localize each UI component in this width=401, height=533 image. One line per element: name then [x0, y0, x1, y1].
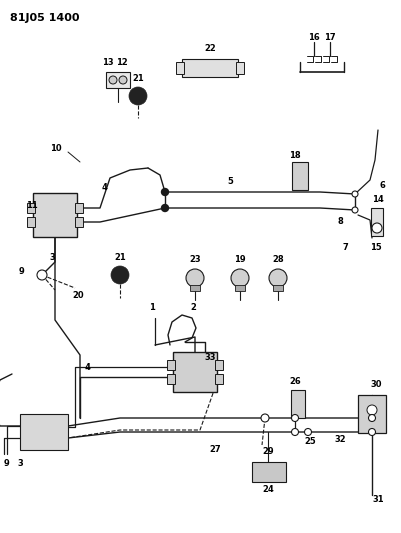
Bar	[215, 374, 223, 384]
Text: 22: 22	[204, 44, 215, 52]
Text: 4: 4	[85, 364, 91, 373]
Bar	[166, 374, 174, 384]
Circle shape	[161, 189, 168, 196]
Text: 3: 3	[17, 459, 23, 469]
Bar	[251, 462, 285, 482]
Bar	[166, 360, 174, 370]
Text: 21: 21	[132, 74, 144, 83]
Bar	[172, 352, 217, 392]
Circle shape	[37, 270, 47, 280]
Bar	[20, 414, 68, 450]
Text: 13: 13	[102, 58, 113, 67]
Text: 25: 25	[304, 438, 315, 447]
Text: 81J05 1400: 81J05 1400	[10, 13, 79, 23]
Text: 23: 23	[189, 255, 200, 264]
Circle shape	[291, 429, 298, 435]
Text: 9: 9	[4, 459, 10, 469]
Circle shape	[260, 414, 268, 422]
Text: 24: 24	[261, 486, 273, 495]
Text: 5: 5	[227, 177, 232, 187]
Text: 31: 31	[371, 496, 383, 505]
Bar	[106, 72, 130, 88]
Text: 3: 3	[49, 254, 55, 262]
Circle shape	[161, 205, 168, 212]
Text: 16: 16	[307, 33, 319, 42]
Text: 1: 1	[149, 303, 154, 312]
Text: 15: 15	[369, 244, 381, 253]
Text: 8: 8	[336, 217, 342, 227]
Circle shape	[351, 207, 357, 213]
Circle shape	[371, 223, 381, 233]
Bar	[235, 285, 244, 291]
Text: 19: 19	[234, 255, 245, 264]
Text: 26: 26	[288, 377, 300, 386]
Circle shape	[368, 415, 375, 422]
Text: 29: 29	[261, 448, 273, 456]
Text: 32: 32	[333, 435, 345, 445]
Text: 21: 21	[114, 254, 126, 262]
Text: 28: 28	[271, 255, 283, 264]
Circle shape	[186, 269, 203, 287]
Circle shape	[304, 429, 311, 435]
Bar	[27, 217, 35, 227]
Bar	[291, 162, 307, 190]
Text: 9: 9	[19, 268, 25, 277]
Bar	[75, 217, 83, 227]
Bar	[27, 203, 35, 213]
Bar	[272, 285, 282, 291]
Circle shape	[368, 429, 375, 435]
Circle shape	[119, 76, 127, 84]
Circle shape	[129, 87, 147, 105]
Text: 4: 4	[102, 183, 108, 192]
Circle shape	[111, 266, 129, 284]
Bar	[290, 390, 304, 418]
Bar	[370, 208, 382, 236]
Text: 17: 17	[323, 33, 335, 42]
Text: 18: 18	[288, 150, 300, 159]
Text: 20: 20	[72, 290, 83, 300]
Bar	[215, 360, 223, 370]
Bar	[75, 203, 83, 213]
Bar	[190, 285, 200, 291]
Circle shape	[291, 415, 298, 422]
Text: 14: 14	[371, 196, 383, 205]
Text: 10: 10	[50, 143, 62, 152]
Text: 11: 11	[26, 200, 38, 209]
Text: 7: 7	[341, 244, 347, 253]
Bar	[357, 395, 385, 433]
Bar	[33, 193, 77, 237]
Circle shape	[109, 76, 117, 84]
Bar	[235, 62, 243, 74]
Text: 2: 2	[190, 303, 195, 312]
Circle shape	[366, 405, 376, 415]
Circle shape	[231, 269, 248, 287]
Text: 12: 12	[116, 58, 128, 67]
Text: 27: 27	[209, 446, 220, 455]
Text: 33: 33	[204, 353, 215, 362]
Bar	[176, 62, 184, 74]
Circle shape	[268, 269, 286, 287]
Circle shape	[351, 191, 357, 197]
Text: 6: 6	[378, 181, 384, 190]
Bar	[182, 59, 237, 77]
Text: 30: 30	[369, 381, 381, 390]
